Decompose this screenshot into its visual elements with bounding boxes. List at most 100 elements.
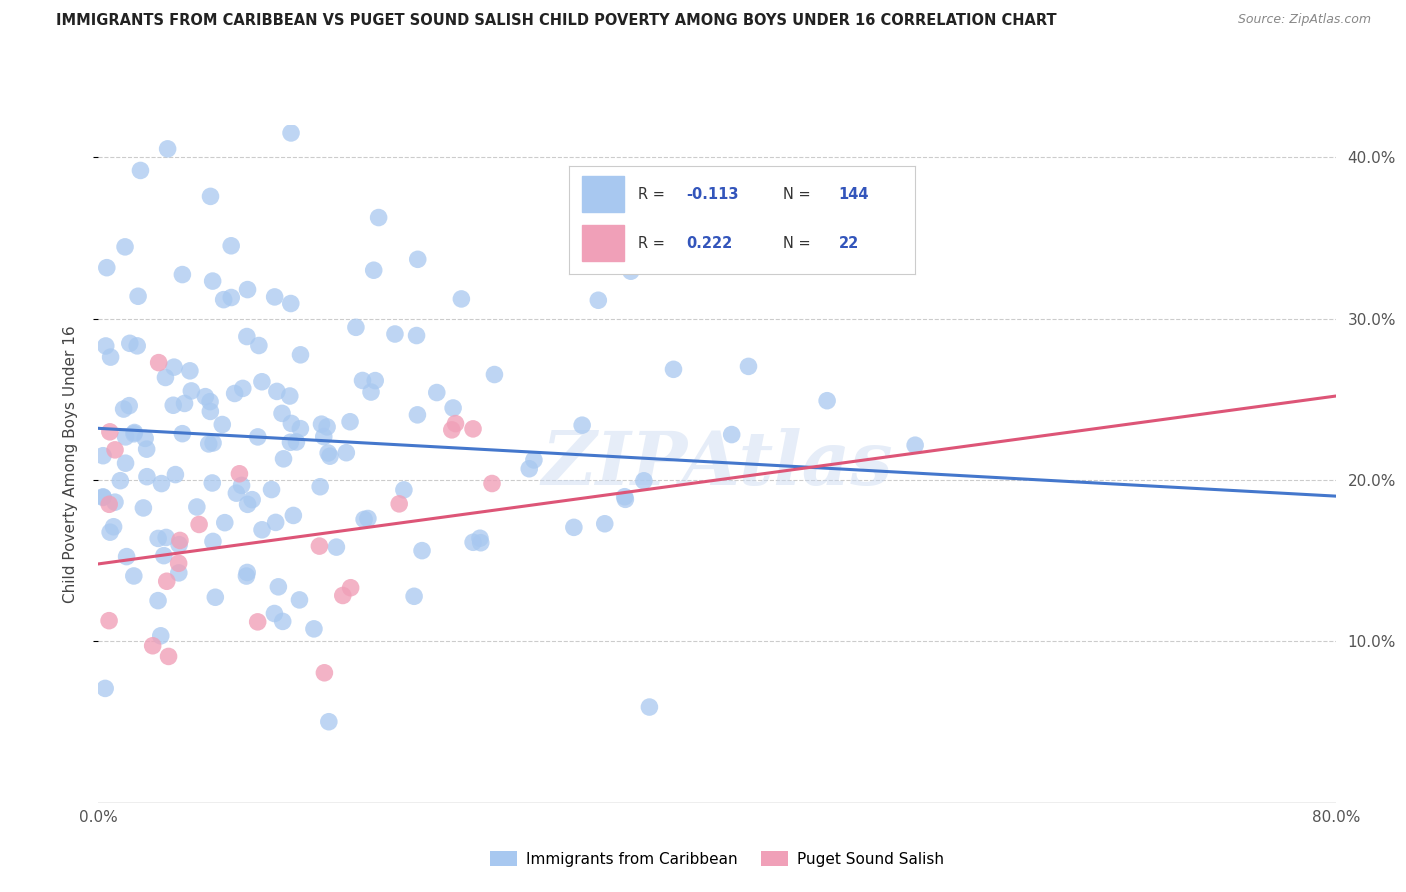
Point	[118, 399, 141, 413]
Point	[613, 490, 636, 504]
Point	[156, 574, 179, 589]
Y-axis label: Child Poverty Among Boys Under 16: Child Poverty Among Boys Under 16	[63, 325, 77, 603]
Point	[308, 539, 330, 553]
Point	[266, 384, 288, 399]
Point	[523, 453, 546, 467]
Point	[219, 291, 242, 305]
Point	[180, 384, 202, 398]
Point	[904, 438, 927, 452]
Point	[146, 532, 169, 546]
Point	[720, 427, 742, 442]
Point	[173, 396, 195, 410]
Point	[127, 339, 149, 353]
Point	[201, 534, 224, 549]
Point	[232, 381, 254, 395]
Point	[155, 531, 177, 545]
Point	[344, 320, 367, 334]
Point	[363, 263, 385, 277]
Point	[335, 446, 357, 460]
Point	[357, 511, 380, 525]
Point	[562, 520, 585, 534]
Point	[314, 665, 336, 680]
Point	[148, 356, 170, 370]
Point	[235, 569, 257, 583]
Point	[406, 408, 429, 422]
Point	[352, 374, 374, 388]
Point	[288, 593, 311, 607]
Point	[353, 512, 375, 526]
Point	[339, 581, 361, 595]
Point	[461, 535, 484, 549]
Point	[110, 474, 132, 488]
Point	[339, 415, 361, 429]
Point	[737, 359, 759, 374]
Point	[470, 535, 492, 549]
Point	[204, 591, 226, 605]
Point	[194, 390, 217, 404]
Point	[200, 404, 222, 418]
Point	[283, 508, 305, 523]
Point	[273, 451, 295, 466]
Point	[100, 350, 122, 364]
Point	[271, 406, 294, 420]
Point	[114, 456, 136, 470]
Point	[94, 339, 117, 353]
Point	[167, 557, 190, 571]
Point	[172, 268, 194, 282]
Point	[481, 476, 503, 491]
Point	[450, 292, 472, 306]
Point	[263, 290, 285, 304]
Point	[104, 495, 127, 509]
Point	[112, 402, 135, 417]
Point	[620, 264, 643, 278]
Point	[94, 681, 117, 696]
Point	[405, 328, 427, 343]
Point	[169, 533, 191, 548]
Point	[165, 467, 187, 482]
Point	[614, 492, 637, 507]
Point	[212, 293, 235, 307]
Point	[384, 326, 406, 341]
Point	[132, 500, 155, 515]
Point	[134, 431, 156, 445]
Point	[411, 543, 433, 558]
Point	[114, 430, 136, 444]
Point	[228, 467, 250, 481]
Point	[98, 525, 121, 540]
Point	[332, 589, 354, 603]
Point	[263, 607, 285, 621]
Point	[285, 434, 308, 449]
Point	[115, 549, 138, 564]
Point	[103, 520, 125, 534]
Point	[426, 385, 449, 400]
Point	[225, 486, 247, 500]
Text: ZIPAtlas: ZIPAtlas	[541, 427, 893, 500]
Point	[236, 497, 259, 511]
Point	[149, 629, 172, 643]
Point	[360, 385, 382, 400]
Point	[302, 622, 325, 636]
Point	[240, 492, 263, 507]
Point	[247, 338, 270, 352]
Text: IMMIGRANTS FROM CARIBBEAN VS PUGET SOUND SALISH CHILD POVERTY AMONG BOYS UNDER 1: IMMIGRANTS FROM CARIBBEAN VS PUGET SOUND…	[56, 13, 1057, 29]
Point	[146, 593, 169, 607]
Point	[364, 374, 387, 388]
Point	[441, 401, 464, 415]
Point	[312, 430, 335, 444]
Point	[201, 274, 224, 288]
Point	[638, 700, 661, 714]
Point	[98, 497, 121, 511]
Point	[311, 417, 333, 432]
Point	[153, 549, 176, 563]
Point	[571, 418, 593, 433]
Point	[444, 417, 467, 431]
Point	[246, 430, 269, 444]
Point	[91, 491, 114, 505]
Point	[236, 283, 259, 297]
Point	[440, 423, 463, 437]
Point	[124, 425, 146, 440]
Point	[367, 211, 389, 225]
Point	[198, 394, 221, 409]
Point	[114, 240, 136, 254]
Point	[135, 442, 157, 457]
